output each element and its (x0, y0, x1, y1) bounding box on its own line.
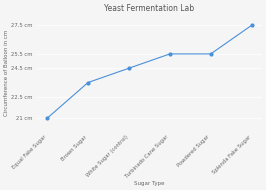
Title: Yeast Fermentation Lab: Yeast Fermentation Lab (104, 4, 194, 13)
X-axis label: Sugar Type: Sugar Type (134, 181, 165, 186)
Y-axis label: Circumference of Balloon in cm: Circumference of Balloon in cm (4, 29, 9, 116)
